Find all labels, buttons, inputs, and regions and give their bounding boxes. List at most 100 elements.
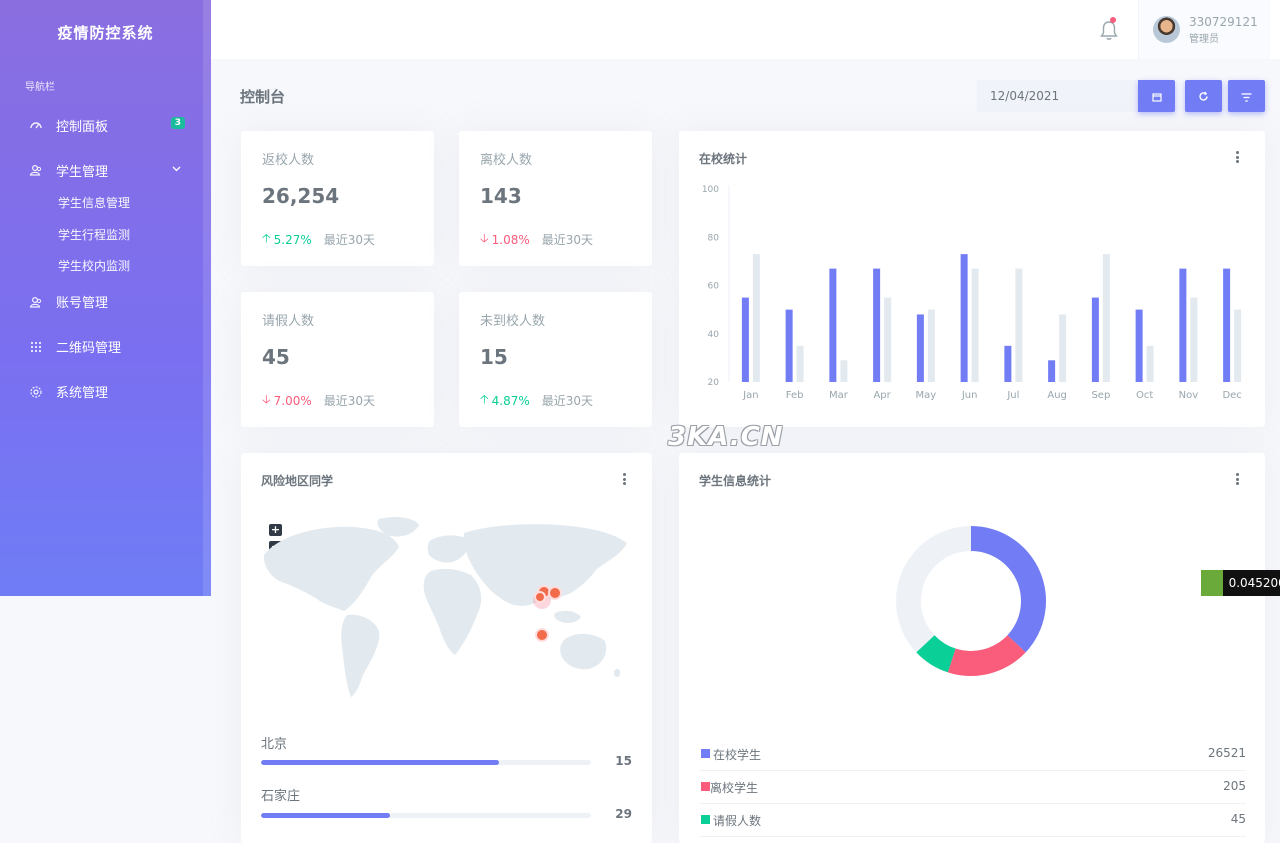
- bar: [1146, 345, 1154, 382]
- user-role: 管理员: [1189, 34, 1219, 45]
- filter-button[interactable]: [1228, 80, 1265, 112]
- arrow-down-icon: 🡣: [262, 392, 271, 406]
- bar: [840, 360, 848, 382]
- sidebar-nav: 控制面板 3 学生管理 学生信息管理 学生行程监测 学生校内监测 账号管理: [0, 108, 203, 420]
- refresh-icon: [1198, 87, 1209, 106]
- bar: [1015, 268, 1023, 382]
- notification-badge: 3: [170, 117, 185, 129]
- more-vertical-icon[interactable]: [1235, 151, 1239, 163]
- submenu-item-student-travel[interactable]: 学生行程监测: [58, 227, 131, 242]
- stat-footer: 🡣 1.08% 最近30天: [480, 229, 593, 250]
- students-submenu: 学生信息管理 学生行程监测 学生校内监测: [0, 188, 203, 283]
- more-vertical-icon[interactable]: [622, 473, 626, 485]
- region-progress: [261, 813, 591, 818]
- risk-markers: [533, 585, 562, 642]
- europe-shape: [427, 535, 470, 563]
- legend-label: 在校学生: [713, 748, 762, 762]
- bar: [741, 297, 749, 382]
- brand-title[interactable]: 疫情防控系统: [57, 24, 154, 42]
- bar: [1179, 268, 1187, 382]
- stat-label: 离校人数: [480, 153, 533, 168]
- bell-icon[interactable]: [1098, 18, 1120, 42]
- stat-footer: 🡡 5.27% 最近30天: [262, 229, 375, 250]
- sidebar: 疫情防控系统 导航栏 控制面板 3 学生管理 学生信息管理 学生行程监测 学生校…: [0, 0, 211, 596]
- south-america-shape: [341, 614, 380, 697]
- card-title: 学生信息统计: [699, 474, 772, 488]
- date-input[interactable]: [977, 80, 1138, 112]
- more-vertical-icon[interactable]: [1235, 473, 1239, 485]
- stat-value: 26,254: [262, 184, 340, 208]
- bar: [1102, 254, 1110, 382]
- stat-change: 5.27%: [273, 232, 312, 247]
- progress-fill: [261, 813, 390, 818]
- refresh-button[interactable]: [1185, 80, 1222, 112]
- bar: [1004, 345, 1012, 382]
- bar: [1091, 297, 1099, 382]
- user-menu[interactable]: 330729121 管理员: [1138, 0, 1270, 59]
- stat-change: 1.08%: [491, 232, 530, 247]
- arrow-up-icon: 🡡: [480, 392, 489, 406]
- widget-logo-icon: [1201, 570, 1223, 596]
- y-tick-label: 20: [708, 378, 720, 388]
- sidebar-item-label: 二维码管理: [56, 341, 122, 356]
- users-icon: [28, 162, 44, 178]
- card-title: 在校统计: [699, 152, 748, 166]
- risk-map-card: 风险地区同学 + − 北京 15 石家庄 29: [241, 453, 652, 843]
- notification-dot: [1110, 17, 1116, 23]
- topbar: 330729121 管理员: [211, 0, 1280, 59]
- sidebar-item-system[interactable]: 系统管理: [0, 375, 203, 409]
- bar: [1135, 309, 1143, 382]
- stat-card-absent: 未到校人数 15 🡡 4.87% 最近30天: [459, 292, 652, 427]
- x-tick-label: Dec: [1222, 390, 1241, 401]
- stat-change: 4.87%: [491, 393, 530, 408]
- bar: [829, 268, 837, 382]
- risk-marker: [534, 591, 546, 603]
- stat-value: 45: [262, 345, 290, 369]
- chevron-down-icon[interactable]: [172, 164, 181, 175]
- sidebar-item-dashboard[interactable]: 控制面板 3: [0, 108, 203, 142]
- filter-icon: [1241, 87, 1252, 106]
- zoom-in-button[interactable]: +: [269, 523, 282, 536]
- student-stats-card: 学生信息统计 在校学生 26521 离校学生 205 请假人数 45: [679, 453, 1265, 843]
- sidebar-item-label: 账号管理: [56, 296, 109, 311]
- stat-card-returned: 返校人数 26,254 🡡 5.27% 最近30天: [241, 131, 434, 266]
- legend-row: 离校学生 205: [699, 771, 1246, 804]
- region-name: 石家庄: [261, 789, 301, 804]
- calendar-button[interactable]: [1138, 80, 1175, 112]
- legend-value: 45: [1230, 812, 1246, 826]
- donut-slice: [971, 526, 1046, 653]
- y-tick-label: 100: [702, 185, 719, 195]
- world-map[interactable]: [259, 515, 639, 705]
- sidebar-item-accounts[interactable]: 账号管理: [0, 285, 203, 319]
- page-title: 控制台: [240, 88, 286, 106]
- sidebar-item-label: 控制面板: [56, 119, 109, 135]
- floating-widget[interactable]: 0.045200: [1201, 570, 1280, 596]
- grid-dots-icon: [28, 339, 44, 355]
- x-tick-label: May: [916, 390, 937, 401]
- y-tick-label: 40: [708, 330, 720, 340]
- stat-label: 未到校人数: [480, 314, 546, 329]
- stat-period: 最近30天: [323, 394, 376, 408]
- stat-value: 15: [480, 345, 508, 369]
- stat-card-leave: 请假人数 45 🡣 7.00% 最近30天: [241, 292, 434, 427]
- widget-value: 0.045200: [1228, 576, 1280, 590]
- stat-label: 请假人数: [262, 314, 315, 329]
- submenu-item-student-campus[interactable]: 学生校内监测: [58, 259, 131, 273]
- sidebar-item-students[interactable]: 学生管理: [0, 153, 203, 187]
- donut-slice: [916, 635, 956, 673]
- submenu-item-student-info[interactable]: 学生信息管理: [58, 196, 131, 210]
- region-progress: [261, 760, 591, 765]
- stat-period: 最近30天: [541, 394, 594, 408]
- sidebar-item-qrcode[interactable]: 二维码管理: [0, 330, 203, 364]
- user-name: 330729121: [1189, 15, 1258, 29]
- legend-row: 在校学生 26521: [699, 738, 1246, 771]
- bar: [796, 345, 804, 382]
- bar: [1048, 360, 1056, 382]
- risk-marker: [535, 628, 549, 642]
- region-name: 北京: [261, 737, 288, 752]
- nav-section-label: 导航栏: [25, 82, 55, 93]
- bar-chart-card: 在校统计 100 80 60 40 20 Jan Feb Mar Apr May Jun Jul Aug…: [679, 131, 1265, 427]
- x-tick-label: Apr: [873, 390, 891, 401]
- calendar-icon: [1151, 87, 1162, 106]
- x-tick-label: Nov: [1179, 390, 1199, 401]
